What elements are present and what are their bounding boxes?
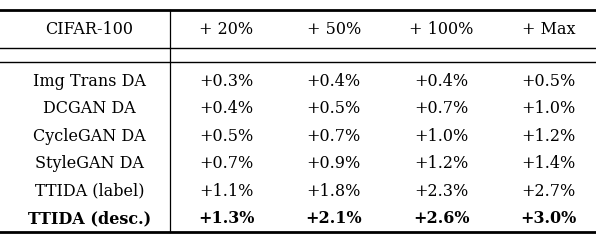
Text: +0.5%: +0.5% (521, 73, 576, 90)
Text: +0.5%: +0.5% (199, 128, 254, 145)
Text: +1.3%: +1.3% (198, 210, 254, 227)
Text: CIFAR-100: CIFAR-100 (45, 21, 134, 38)
Text: TTIDA (desc.): TTIDA (desc.) (28, 210, 151, 227)
Text: +0.5%: +0.5% (306, 100, 361, 117)
Text: CycleGAN DA: CycleGAN DA (33, 128, 145, 145)
Text: Img Trans DA: Img Trans DA (33, 73, 146, 90)
Text: DCGAN DA: DCGAN DA (43, 100, 136, 117)
Text: +1.2%: +1.2% (414, 155, 468, 172)
Text: StyleGAN DA: StyleGAN DA (35, 155, 144, 172)
Text: +0.4%: +0.4% (307, 73, 361, 90)
Text: +1.0%: +1.0% (414, 128, 468, 145)
Text: + Max: + Max (522, 21, 575, 38)
Text: +0.3%: +0.3% (199, 73, 254, 90)
Text: +0.9%: +0.9% (306, 155, 361, 172)
Text: +2.6%: +2.6% (413, 210, 469, 227)
Text: +0.7%: +0.7% (199, 155, 254, 172)
Text: +2.3%: +2.3% (414, 183, 468, 200)
Text: +0.7%: +0.7% (306, 128, 361, 145)
Text: + 20%: + 20% (200, 21, 253, 38)
Text: +2.7%: +2.7% (521, 183, 576, 200)
Text: +0.4%: +0.4% (414, 73, 468, 90)
Text: +1.2%: +1.2% (521, 128, 576, 145)
Text: +1.4%: +1.4% (521, 155, 576, 172)
Text: +1.8%: +1.8% (306, 183, 361, 200)
Text: +1.1%: +1.1% (199, 183, 254, 200)
Text: +2.1%: +2.1% (305, 210, 362, 227)
Text: TTIDA (label): TTIDA (label) (35, 183, 144, 200)
Text: +0.4%: +0.4% (200, 100, 253, 117)
Text: + 100%: + 100% (409, 21, 473, 38)
Text: +0.7%: +0.7% (414, 100, 468, 117)
Text: + 50%: + 50% (306, 21, 361, 38)
Text: +1.0%: +1.0% (521, 100, 576, 117)
Text: +3.0%: +3.0% (520, 210, 576, 227)
